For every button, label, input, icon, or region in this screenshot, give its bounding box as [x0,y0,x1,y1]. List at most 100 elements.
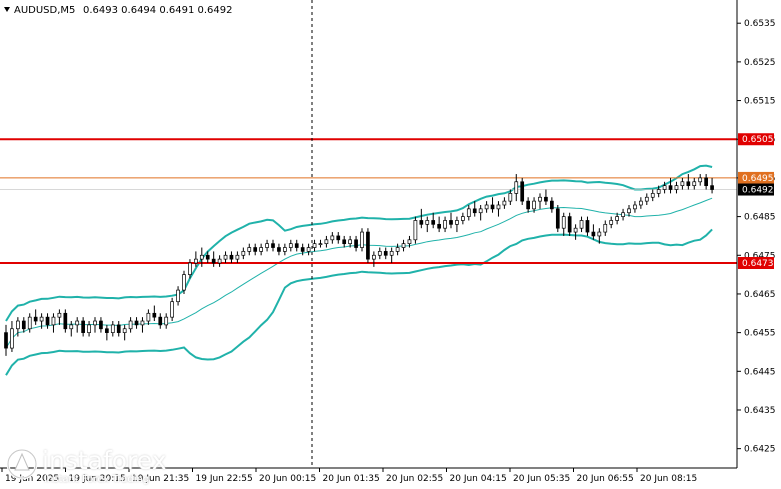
candle-body [4,332,8,349]
candle-body [27,316,32,330]
candle [318,239,323,248]
candle-body [223,254,228,260]
candle-body [573,227,578,233]
candle [401,239,406,252]
time-tick-label: 19 Jun 2025 [5,474,59,484]
candle-body [591,231,596,237]
candle [425,216,430,233]
candle [116,321,121,337]
candle [484,201,489,213]
candle-body [170,301,174,318]
candle [395,243,400,256]
candle [199,247,204,267]
candle [152,305,157,322]
price-level-tag-label: 0.6505 [742,135,774,145]
candle-body [247,247,252,252]
price-tick-label: 0.6515 [744,97,776,107]
candle [508,189,513,205]
upper-band-line [5,164,713,322]
candle [704,174,708,190]
candle [366,228,370,264]
candle [283,243,287,256]
candle [336,232,341,244]
candle-body [354,239,358,248]
price-level-tag-label: 0.6495 [742,174,774,184]
current-price-label: 0.6492 [742,186,774,196]
symbol-label: AUDUSD,M5 [14,5,75,16]
candle [306,243,311,256]
candle [10,321,14,352]
time-tick-label: 20 Jun 04:15 [450,474,507,484]
time-tick-label: 19 Jun 20:15 [69,474,126,484]
candle [128,317,133,333]
candle [579,216,584,233]
candle [609,216,614,229]
candle-body [585,220,590,233]
candle [57,309,62,325]
candle [615,212,619,225]
candle-body [692,181,697,187]
candle [312,239,317,252]
candle-body [10,328,14,349]
candle-body [383,251,388,256]
candle [140,317,145,333]
candle-body [110,324,115,333]
price-tags: 0.6505 0.6495 0.6473 0.6492 [738,133,774,270]
candle [354,235,358,252]
candle [217,255,222,267]
candle [182,270,186,294]
triangle-down-icon[interactable] [4,7,10,12]
price-tick-label: 0.6475 [744,251,776,261]
candle [300,243,305,256]
candle-body [455,220,459,225]
candle-body [134,320,139,326]
candle [573,224,578,240]
candle-body [686,181,691,187]
candle-body [508,193,513,202]
candle [342,235,347,248]
candle-body [128,320,133,330]
candle-body [656,189,661,194]
candle [259,243,263,256]
candle-body [294,243,299,248]
candle-body [526,200,530,210]
candle-body [277,247,281,252]
candle [33,309,38,325]
candle [656,185,661,198]
candle-body [348,239,352,245]
candle-body [484,204,489,210]
candle-body [205,254,210,260]
bollinger-bands [5,164,713,376]
candle-body [650,193,655,198]
candle [383,247,388,260]
candle-body [532,200,536,210]
candle-body [466,208,471,217]
candle-body [122,328,127,333]
candle [170,297,174,322]
candle-body [561,216,566,229]
candle [188,259,192,279]
candle-body [407,239,412,245]
candle [205,251,210,264]
candle-body [704,177,708,187]
candle [87,321,91,337]
candle-body [75,320,80,326]
candle [710,177,714,194]
candle-body [194,258,198,264]
candle-body [152,312,157,318]
candle [419,208,424,229]
candle-body [603,223,608,233]
candle [461,212,465,225]
candle-body [461,216,465,221]
candle-body [324,239,329,245]
candle-body [490,204,495,210]
price-level-tag-label: 0.6473 [742,259,774,269]
time-tick-label: 20 Jun 08:15 [640,474,697,484]
candle-body [81,320,85,333]
candle [633,201,637,213]
candle [680,177,685,190]
candle-body [116,324,121,333]
ohlc-values: 0.6493 0.6494 0.6491 0.6492 [83,5,233,16]
candle [449,212,453,229]
